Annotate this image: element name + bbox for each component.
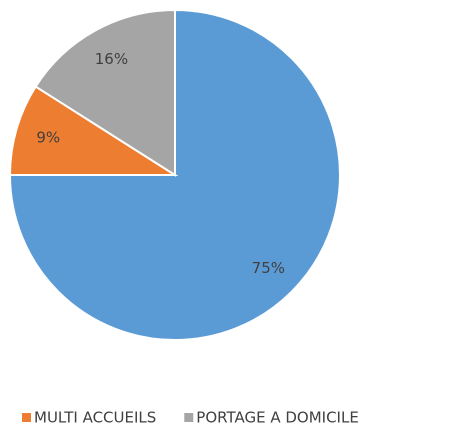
- data-label: 9%: [36, 129, 60, 147]
- legend-label: PORTAGE A DOMICILE: [196, 409, 359, 427]
- legend-swatch: [22, 413, 31, 422]
- data-label: 75%: [252, 259, 285, 277]
- pie-slice: [34, 8, 176, 177]
- pie-slice: [8, 8, 341, 341]
- legend-label: MULTI ACCUEILS: [34, 409, 156, 427]
- pie-slice: [8, 85, 179, 176]
- data-label: 16%: [95, 50, 128, 68]
- legend-swatch: [184, 413, 194, 422]
